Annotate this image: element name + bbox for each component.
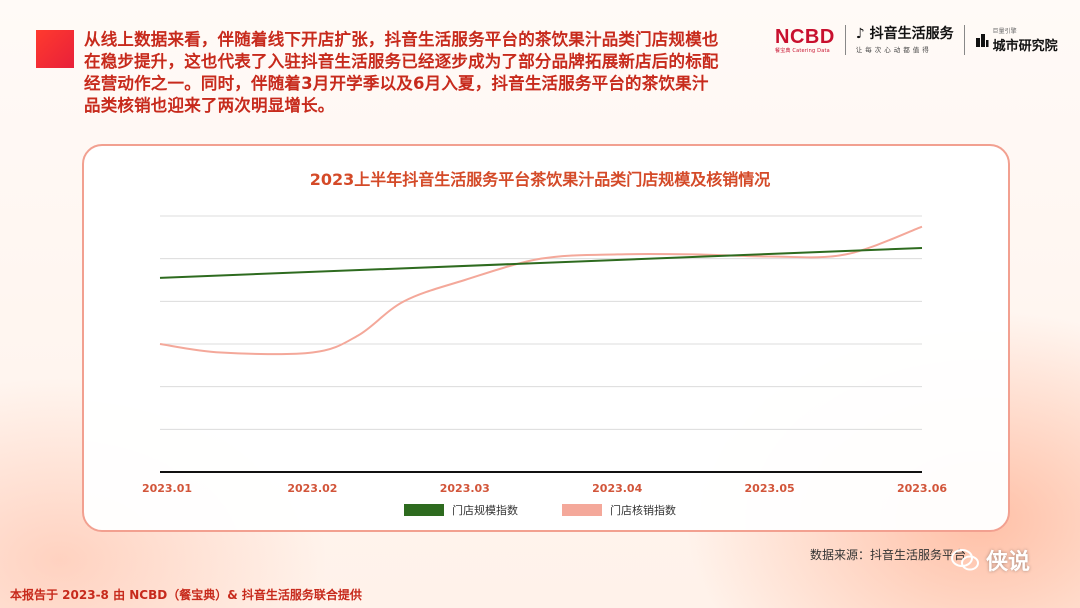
x-tick-label: 2023.01 [142,482,192,495]
ncbd-logo-subtext: 餐宝典 Catering Data [775,47,830,54]
chart-title: 2023上半年抖音生活服务平台茶饮果汁品类门店规模及核销情况 [309,170,771,189]
intro-paragraph: 从线上数据来看，伴随着线下开店扩张，抖音生活服务平台的茶饮果汁品类门店规模也在稳… [84,30,719,115]
wechat-icon [951,549,979,571]
series-line-store-scale [159,247,923,279]
chart-legend: 门店规模指数 门店核销指数 [0,502,1080,518]
legend-item: 门店核销指数 [562,502,676,518]
x-tick-label: 2023.05 [745,482,795,495]
city-institute-logo: 巨量引擎 城市研究院 [975,26,1058,54]
ncbd-logo: NCBD 餐宝典 Catering Data [775,27,835,54]
legend-label: 门店核销指数 [610,504,676,517]
x-tick-label: 2023.04 [592,482,642,495]
legend-swatch [562,504,602,516]
legend-item: 门店规模指数 [404,502,518,518]
douyin-logo-text: 抖音生活服务 [869,26,954,42]
douyin-slogan: 让每次心动都值得 [855,46,932,54]
x-tick-label: 2023.06 [897,482,947,495]
data-source: 数据来源：抖音生活服务平台 [810,548,967,562]
building-icon [975,34,989,47]
logo-divider [963,25,965,55]
legend-label: 门店规模指数 [452,504,518,517]
watermark-text: 侠说 [986,550,1031,575]
footer-note: 本报告于 2023-8 由 NCBD（餐宝典）& 抖音生活服务联合提供 [10,588,362,602]
ncbd-logo-text: NCBD [775,25,835,48]
legend-swatch [404,504,444,516]
logo-divider [844,25,846,55]
city-institute-name: 城市研究院 [992,39,1058,54]
douyin-logo: ♪ 抖音生活服务 让每次心动都值得 [856,26,954,54]
x-tick-label: 2023.02 [287,482,337,495]
chart-card [82,144,1010,532]
x-tick-label: 2023.03 [440,482,490,495]
logo-bar: NCBD 餐宝典 Catering Data ♪ 抖音生活服务 让每次心动都值得… [775,22,1058,58]
series-line-redemption [159,225,923,356]
city-institute-top: 巨量引擎 [992,28,1017,35]
accent-square [36,30,74,68]
douyin-note-icon: ♪ [855,26,865,42]
watermark: 侠说 [950,544,1030,576]
